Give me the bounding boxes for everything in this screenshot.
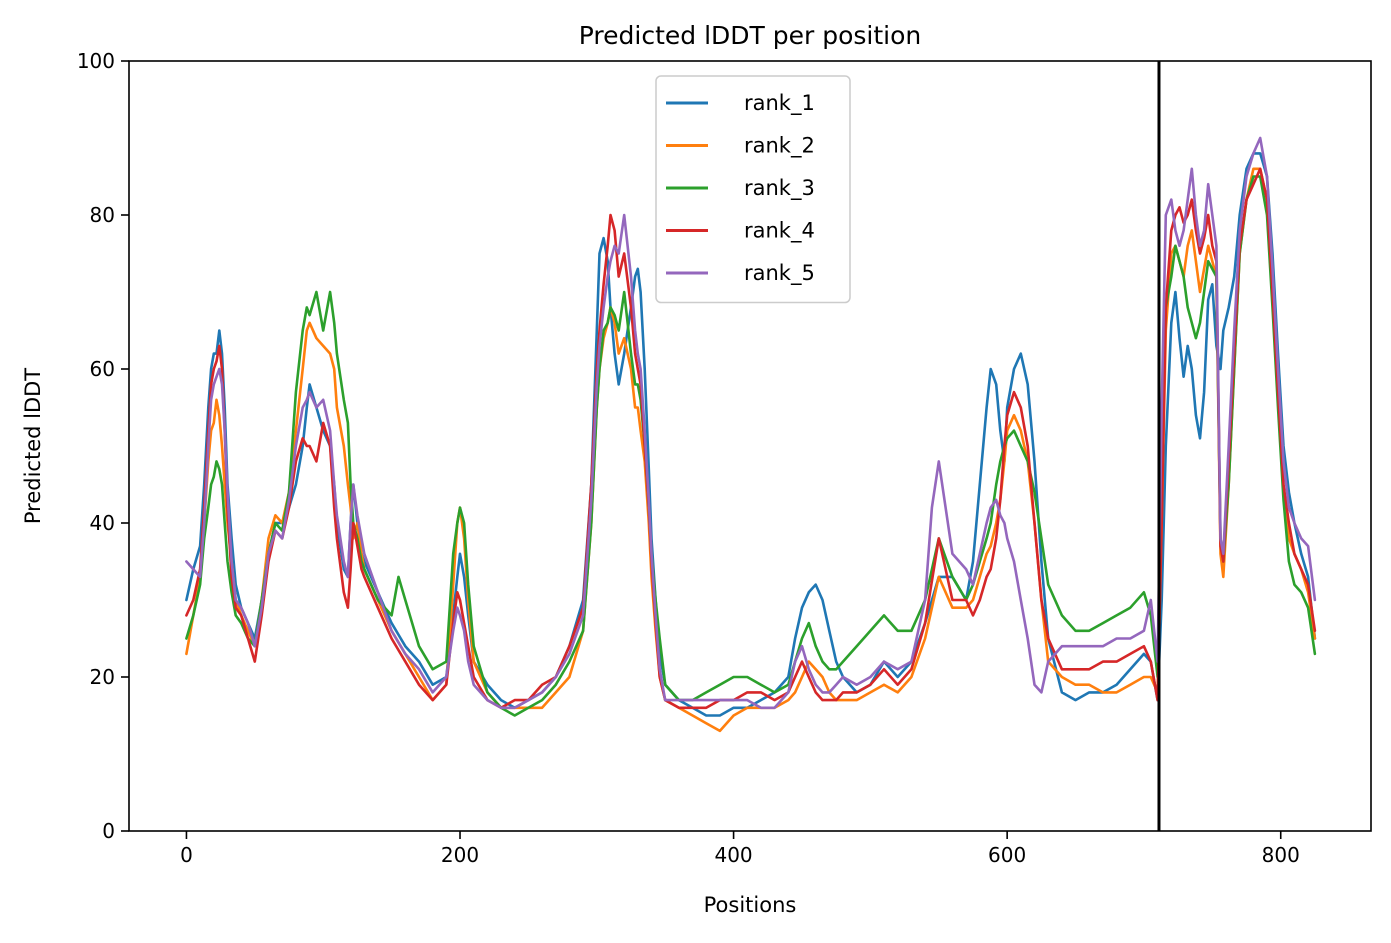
plot-frame [128, 60, 1372, 832]
legend-label: rank_5 [744, 261, 815, 286]
x-axis-label: Positions [704, 893, 797, 917]
x-tick-label: 200 [441, 843, 479, 867]
y-axis-label: Predicted lDDT [21, 368, 45, 524]
series-line-rank-4 [185, 167, 1317, 710]
chart-title: Predicted lDDT per position [579, 21, 921, 50]
y-tick-label: 20 [90, 665, 115, 689]
y-tick-label: 40 [90, 511, 115, 535]
y-axis-ticks: 0 20 40 60 80 100 [77, 49, 129, 843]
legend: rank_1 rank_2 rank_3 rank_4 rank_5 [655, 75, 851, 304]
y-tick-label: 80 [90, 203, 115, 227]
x-tick-label: 0 [180, 843, 193, 867]
legend-label: rank_2 [744, 134, 815, 159]
series-layer [185, 136, 1317, 733]
x-axis-ticks: 0 200 400 600 800 [180, 831, 1300, 867]
x-tick-label: 400 [714, 843, 752, 867]
legend-label: rank_4 [744, 219, 815, 244]
x-tick-label: 600 [988, 843, 1026, 867]
legend-label: rank_3 [744, 176, 815, 201]
y-tick-label: 100 [77, 49, 115, 73]
y-tick-label: 0 [102, 819, 115, 843]
legend-box [655, 75, 851, 304]
series-line-rank-5 [185, 136, 1317, 710]
legend-label: rank_1 [744, 91, 815, 116]
x-tick-label: 800 [1262, 843, 1300, 867]
y-tick-label: 60 [90, 357, 115, 381]
